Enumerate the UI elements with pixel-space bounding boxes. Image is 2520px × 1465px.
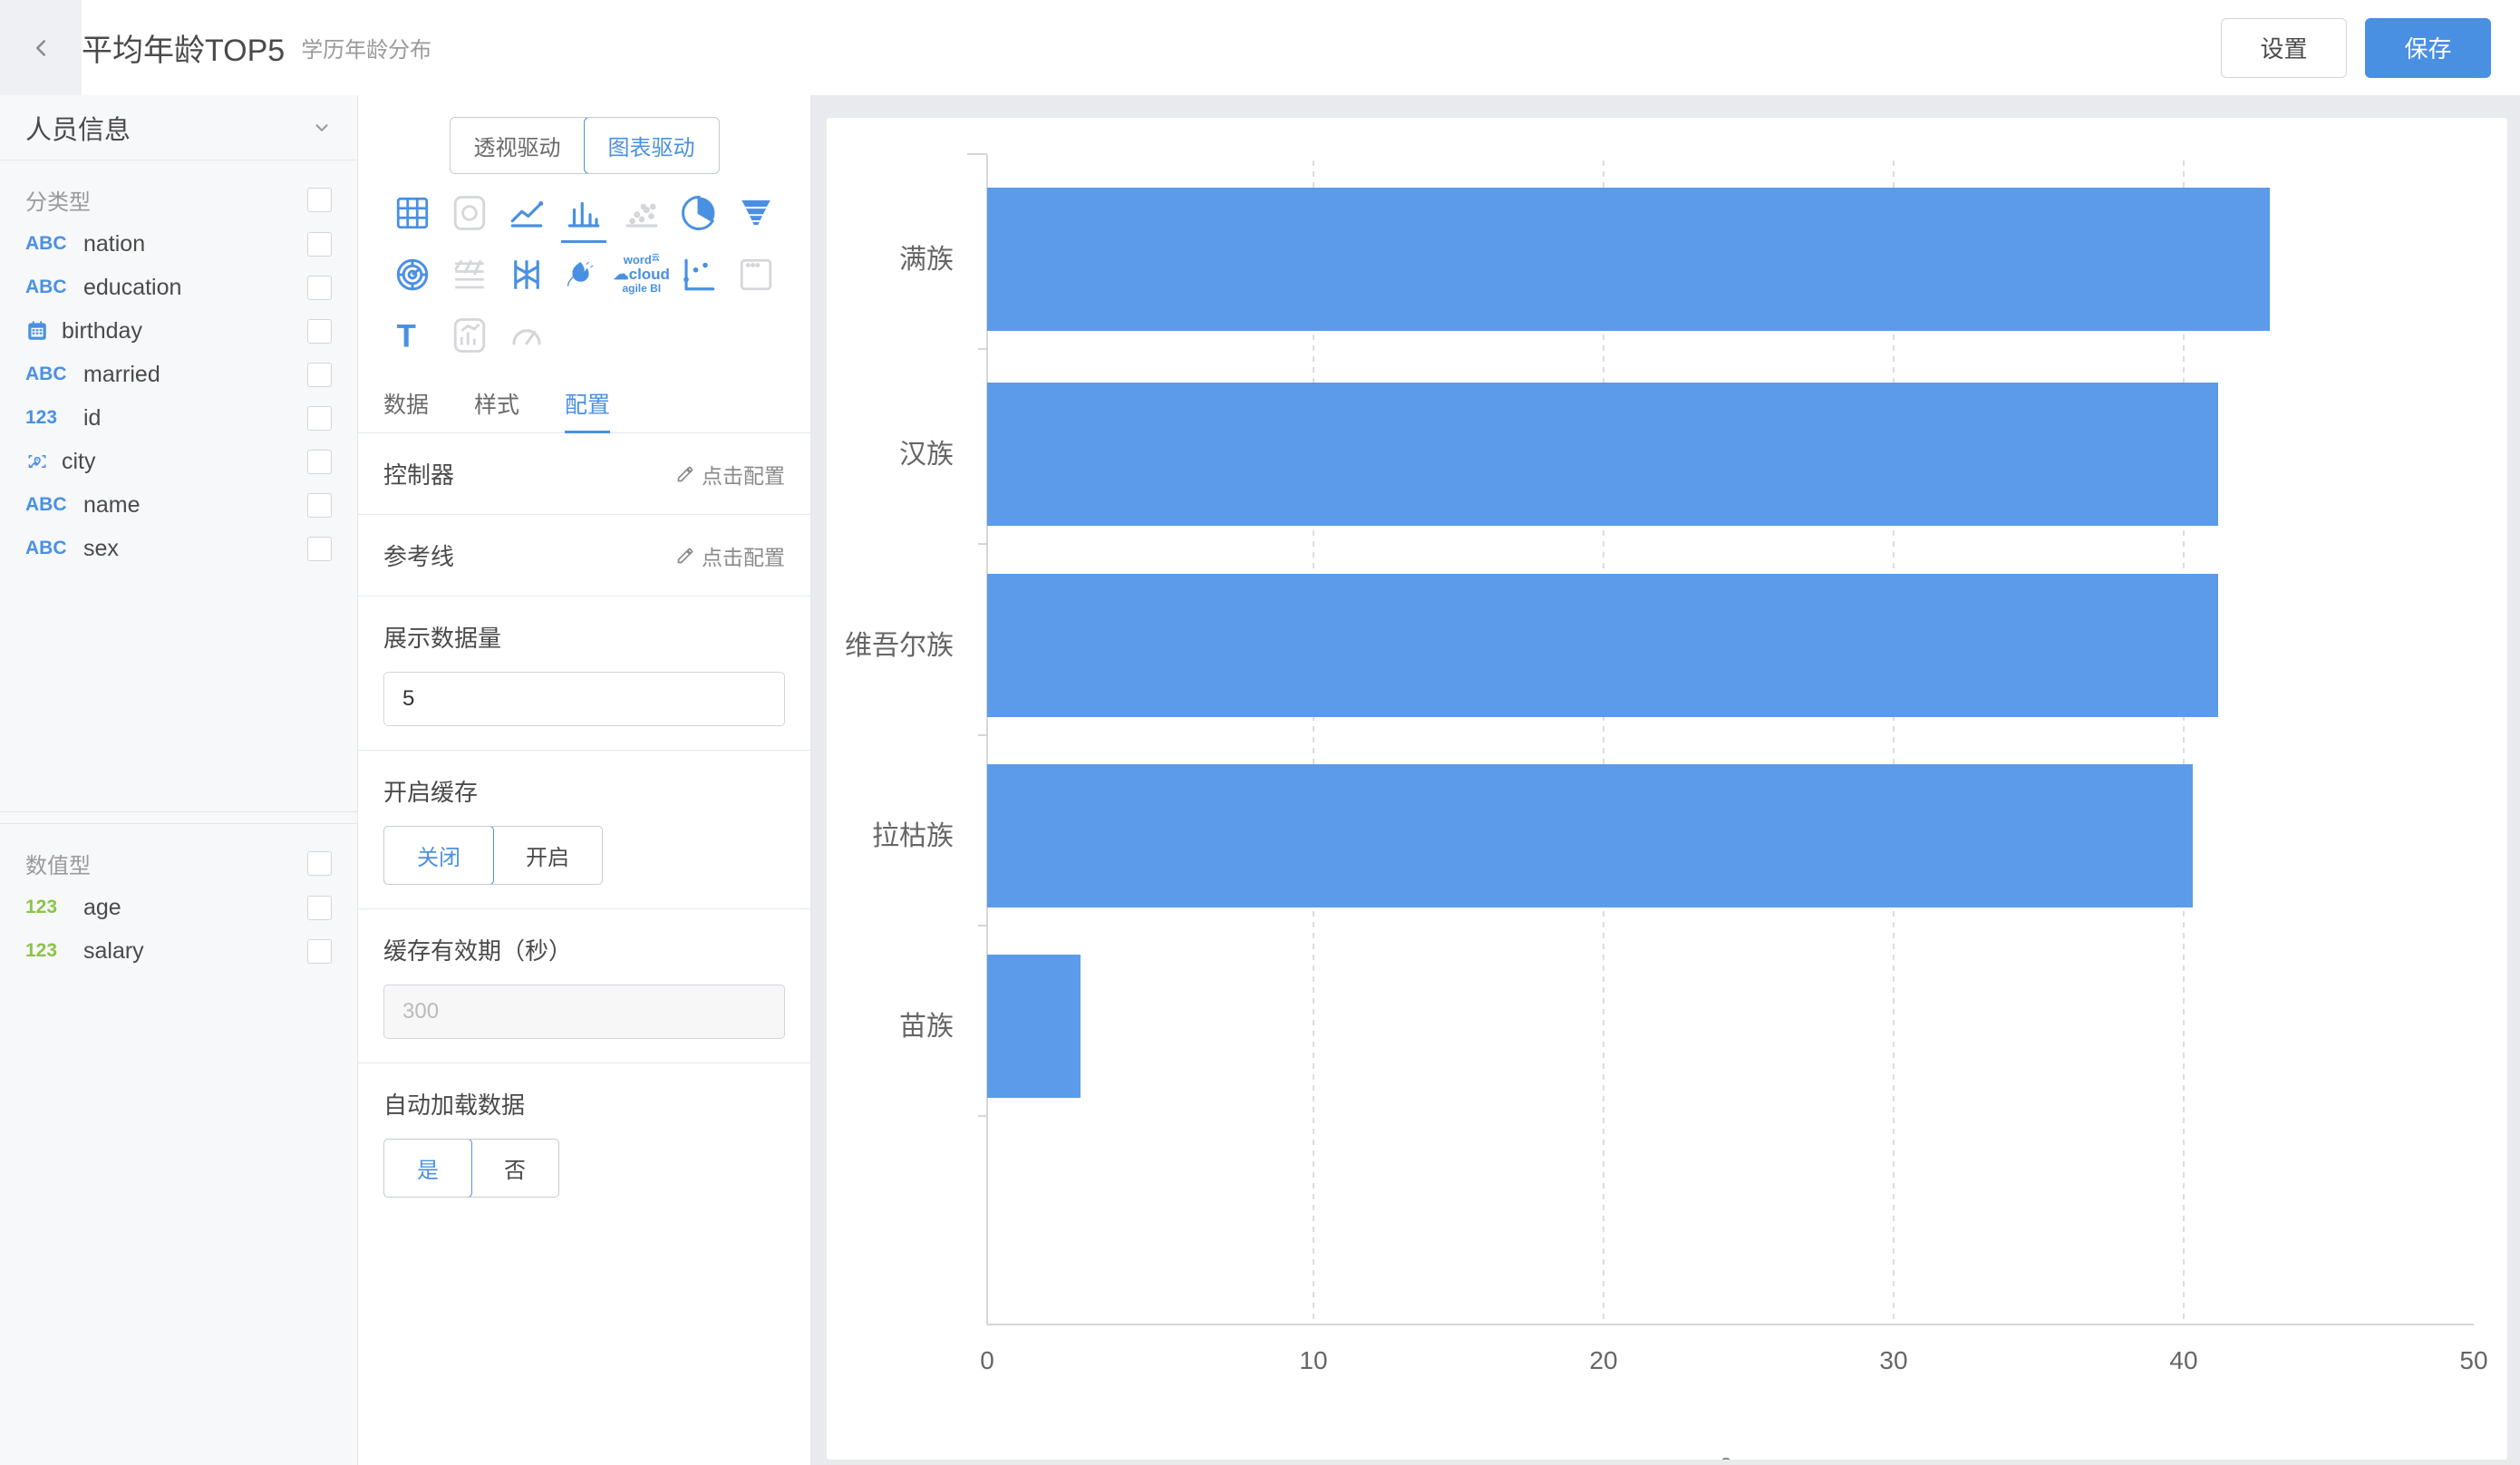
svg-text:age: age (1708, 1457, 1744, 1460)
svg-text:苗族: 苗族 (899, 1012, 954, 1042)
svg-text:满族: 满族 (899, 245, 954, 275)
svg-text:汉族: 汉族 (899, 440, 954, 470)
svg-text:拉枯族: 拉枯族 (872, 821, 954, 851)
svg-text:10: 10 (1299, 1346, 1327, 1374)
svg-text:T: T (396, 318, 415, 354)
svg-text:30: 30 (1879, 1346, 1907, 1374)
svg-text:20: 20 (1589, 1346, 1617, 1374)
svg-text:0: 0 (980, 1346, 994, 1374)
svg-text:40: 40 (2169, 1346, 2197, 1374)
svg-text:维吾尔族: 维吾尔族 (845, 631, 954, 661)
svg-text:50: 50 (2459, 1346, 2487, 1374)
